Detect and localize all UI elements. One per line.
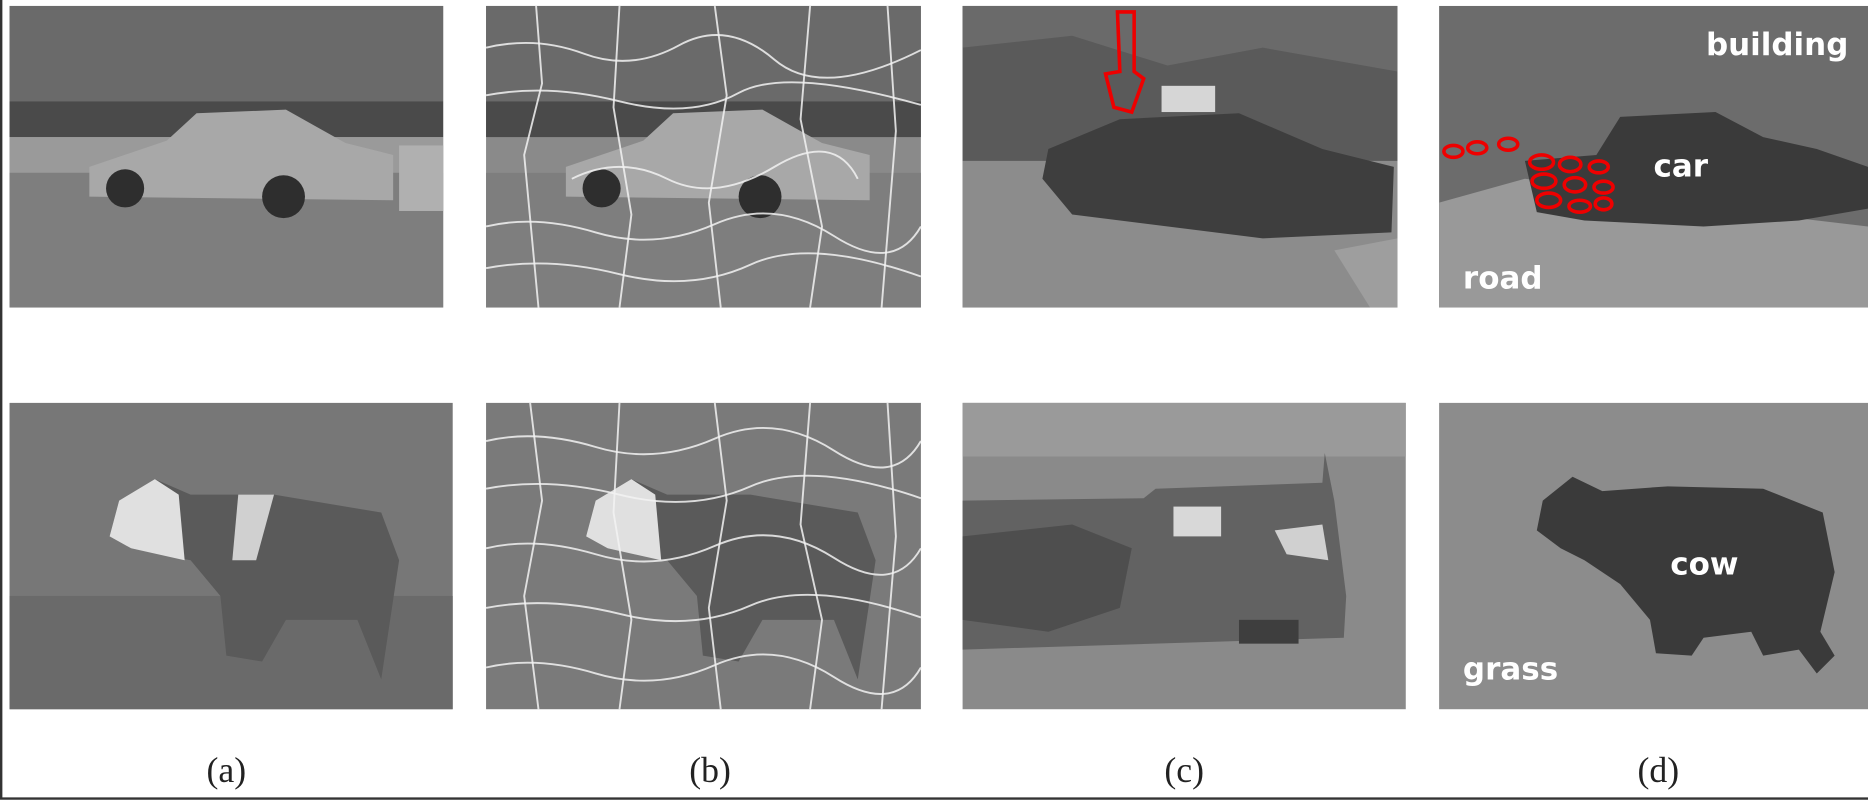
car-superpixels	[486, 6, 921, 308]
caption: (a)	[207, 750, 247, 790]
region-label: grass	[1463, 651, 1558, 687]
cow-photo	[10, 403, 453, 709]
car-labeling: building car road	[1439, 6, 1868, 308]
cow-labeling: cow grass	[1439, 403, 1868, 709]
caption: (c)	[1164, 750, 1204, 790]
cow-segmentation	[963, 403, 1406, 709]
figure: building car road	[0, 0, 1868, 801]
car-segmentation	[963, 6, 1398, 308]
caption: (b)	[689, 750, 731, 790]
region-label: road	[1463, 260, 1543, 296]
caption: (d)	[1637, 750, 1679, 790]
car-photo	[10, 6, 444, 308]
region-label: building	[1706, 27, 1848, 63]
region-label: car	[1654, 148, 1709, 184]
cow-superpixels	[486, 403, 921, 709]
region-label: cow	[1670, 547, 1738, 583]
